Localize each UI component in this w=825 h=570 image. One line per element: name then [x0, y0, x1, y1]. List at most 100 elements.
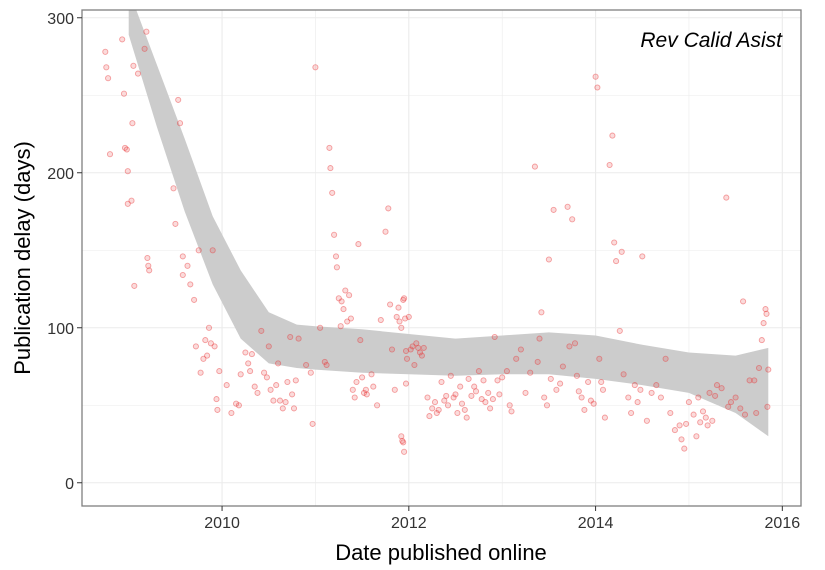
- data-point: [387, 301, 394, 308]
- data-point: [398, 324, 405, 331]
- data-point: [377, 316, 384, 324]
- data-point: [195, 247, 202, 254]
- data-point: [620, 371, 627, 378]
- data-point: [424, 394, 431, 401]
- data-point: [121, 144, 129, 151]
- data-point: [309, 420, 316, 427]
- panel-border: [81, 9, 802, 507]
- data-point: [468, 392, 475, 399]
- data-point: [517, 346, 524, 353]
- data-point: [187, 281, 194, 288]
- data-point: [725, 403, 732, 410]
- data-point: [443, 392, 450, 399]
- data-point: [335, 295, 342, 302]
- data-point: [270, 397, 277, 404]
- data-point: [409, 343, 416, 350]
- data-point: [753, 409, 760, 417]
- data-point: [307, 369, 314, 376]
- data-point: [751, 377, 758, 384]
- data-point: [433, 409, 440, 417]
- data-point: [643, 417, 650, 424]
- data-point: [411, 361, 418, 369]
- data-point: [578, 394, 585, 401]
- data-point: [690, 411, 697, 418]
- data-point: [431, 399, 439, 406]
- data-point: [353, 378, 360, 386]
- data-point: [146, 267, 153, 274]
- data-point: [503, 368, 510, 375]
- data-point: [200, 355, 207, 362]
- data-point: [416, 349, 424, 356]
- data-point: [496, 391, 503, 398]
- data-point: [740, 298, 747, 305]
- data-point: [499, 374, 506, 381]
- data-point: [172, 220, 179, 227]
- data-point: [676, 422, 683, 429]
- data-point: [393, 313, 400, 320]
- data-point: [357, 337, 364, 344]
- data-point: [429, 405, 436, 412]
- data-point: [480, 377, 487, 384]
- data-point: [211, 343, 218, 350]
- data-point: [233, 400, 240, 407]
- data-point: [594, 84, 601, 91]
- data-point: [482, 399, 489, 406]
- data-point: [637, 386, 644, 393]
- data-point: [399, 437, 406, 444]
- data-point: [326, 144, 333, 151]
- data-point: [363, 391, 370, 398]
- data-point: [340, 306, 347, 313]
- data-point: [564, 203, 571, 210]
- data-point: [478, 396, 485, 403]
- data-point: [763, 310, 770, 317]
- data-point: [538, 309, 545, 316]
- data-point: [415, 344, 422, 351]
- data-point: [337, 323, 344, 330]
- data-point: [175, 96, 182, 103]
- data-point: [693, 433, 700, 440]
- x-tick-label: 2010: [204, 515, 240, 532]
- data-point: [273, 382, 280, 389]
- data-point: [144, 254, 151, 262]
- data-point: [362, 386, 369, 393]
- data-point: [245, 360, 252, 367]
- data-point: [461, 406, 468, 413]
- data-point: [284, 378, 291, 386]
- data-point: [370, 383, 377, 390]
- data-point: [401, 295, 408, 302]
- data-point: [228, 409, 235, 417]
- data-point: [349, 386, 356, 393]
- data-points-group: [102, 28, 772, 455]
- data-point: [596, 355, 603, 362]
- data-point: [267, 386, 274, 393]
- data-point: [699, 408, 707, 415]
- data-point: [395, 304, 402, 311]
- data-point: [527, 369, 534, 376]
- data-point: [321, 358, 328, 365]
- y-tick-label: 300: [47, 11, 74, 28]
- data-point: [616, 327, 623, 334]
- data-point: [295, 335, 302, 342]
- data-point: [755, 364, 763, 372]
- smooth-ribbon-group: [128, 10, 769, 437]
- data-point: [209, 247, 216, 254]
- data-point: [545, 256, 552, 263]
- data-point: [251, 383, 258, 390]
- data-point: [712, 392, 719, 399]
- data-point: [338, 298, 345, 305]
- data-point: [346, 292, 353, 299]
- data-point: [103, 64, 110, 71]
- data-point: [120, 90, 128, 97]
- data-point: [405, 313, 412, 320]
- data-point: [685, 399, 692, 406]
- data-point: [678, 436, 685, 443]
- data-point: [287, 333, 294, 341]
- data-point: [547, 375, 554, 382]
- data-point: [543, 402, 551, 409]
- data-point: [601, 414, 608, 421]
- x-tick-label: 2012: [391, 515, 427, 532]
- data-point: [332, 253, 340, 260]
- data-point: [671, 427, 678, 434]
- panel-annotation: Rev Calid Asist: [640, 29, 783, 52]
